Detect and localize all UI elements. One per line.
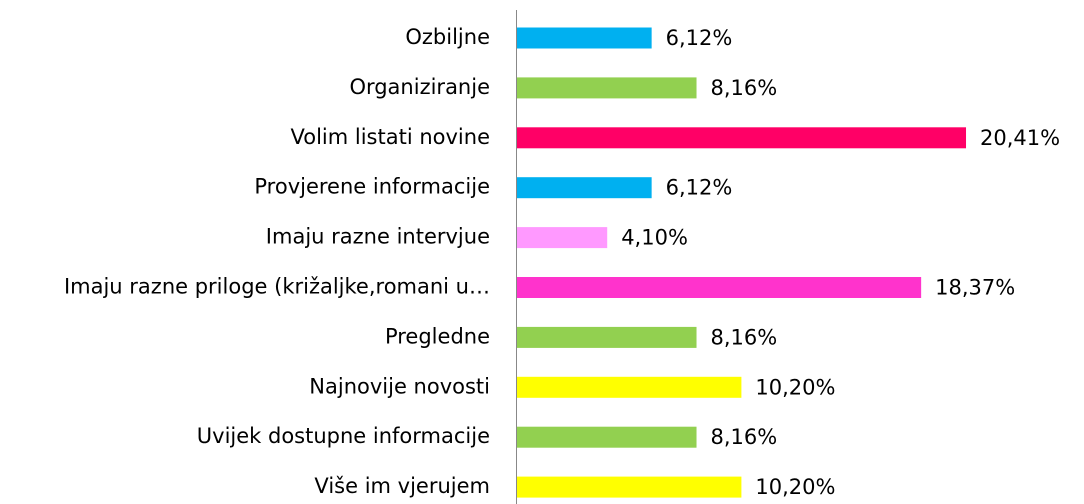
category-label: Provjerene informacije bbox=[254, 175, 490, 199]
bar bbox=[517, 177, 652, 199]
value-label: 6,12% bbox=[666, 176, 733, 200]
value-label: 8,16% bbox=[711, 425, 778, 449]
category-label: Volim listati novine bbox=[291, 125, 491, 149]
category-label: Ozbiljne bbox=[405, 25, 490, 49]
category-label: Pregledne bbox=[385, 324, 490, 348]
value-label: 8,16% bbox=[711, 325, 778, 349]
bar bbox=[517, 277, 922, 298]
bar bbox=[517, 27, 652, 49]
value-label: 4,10% bbox=[621, 226, 688, 250]
value-label: 18,37% bbox=[935, 276, 1015, 300]
category-label: Imaju razne priloge (križaljke,romani u… bbox=[64, 275, 490, 299]
value-label: 8,16% bbox=[711, 76, 778, 100]
bar bbox=[517, 426, 697, 448]
value-label: 20,41% bbox=[980, 126, 1060, 150]
category-label: Najnovije novosti bbox=[309, 374, 490, 398]
bar bbox=[517, 376, 742, 398]
bar bbox=[517, 227, 608, 249]
value-label: 10,20% bbox=[755, 375, 835, 399]
bar bbox=[517, 326, 697, 348]
category-label: Više im vjerujem bbox=[314, 474, 490, 498]
bar bbox=[517, 476, 742, 498]
bar bbox=[517, 77, 697, 99]
bar bbox=[517, 127, 967, 149]
value-label: 6,12% bbox=[666, 26, 733, 50]
category-label: Imaju razne intervjue bbox=[266, 225, 490, 249]
category-label: Organiziranje bbox=[349, 75, 490, 99]
category-label: Uvijek dostupne informacije bbox=[197, 424, 490, 448]
value-label: 10,20% bbox=[755, 475, 835, 499]
